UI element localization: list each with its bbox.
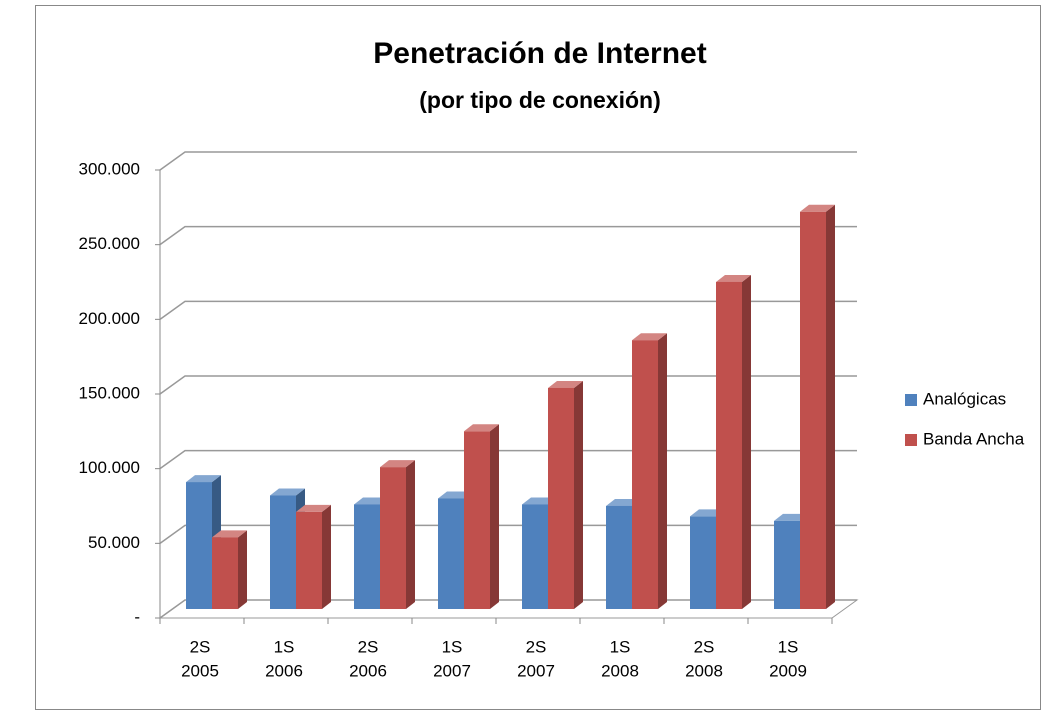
legend-swatch	[905, 434, 917, 446]
x-tick-label: 1S	[610, 637, 631, 656]
bar-top	[186, 475, 221, 483]
bar	[522, 504, 548, 609]
bar-top	[270, 488, 305, 496]
bar	[632, 340, 658, 609]
bar	[212, 537, 238, 609]
y-tick-label: 100.000	[79, 458, 140, 477]
x-tick-label: 2005	[181, 661, 219, 680]
bar-top	[632, 333, 667, 341]
bar	[716, 281, 742, 609]
bar-side	[742, 274, 751, 609]
bar-top	[212, 530, 247, 538]
x-tick-label: 2008	[601, 661, 639, 680]
bar-side	[658, 333, 667, 609]
x-tick-label: 2006	[349, 661, 387, 680]
bar	[380, 467, 406, 609]
bar	[606, 505, 632, 609]
x-tick-label: 2009	[769, 661, 807, 680]
bar	[464, 431, 490, 609]
bar-top	[464, 424, 499, 432]
legend-swatch	[905, 394, 917, 406]
bar	[354, 504, 380, 609]
x-tick-label: 2S	[526, 637, 547, 656]
grid-line	[159, 151, 857, 171]
x-tick-label: 2S	[190, 637, 211, 656]
chart-title: Penetración de Internet	[373, 37, 706, 70]
x-tick-label: 2007	[517, 661, 555, 680]
y-tick-label: 50.000	[88, 533, 140, 552]
bar	[438, 498, 464, 609]
grid-line	[159, 300, 857, 320]
bar	[548, 387, 574, 609]
bar-side	[574, 380, 583, 609]
x-tick-label: 2006	[265, 661, 303, 680]
x-tick-label: 1S	[778, 637, 799, 656]
bar	[296, 511, 322, 609]
bar-top	[716, 274, 751, 282]
y-tick-label: -	[134, 607, 140, 626]
bar	[690, 516, 716, 609]
bar	[800, 211, 826, 610]
y-tick-label: 200.000	[79, 309, 140, 328]
chart-subtitle: (por tipo de conexión)	[419, 87, 661, 113]
bar-top	[800, 204, 835, 212]
bar	[774, 520, 800, 609]
x-tick-label: 1S	[274, 637, 295, 656]
y-tick-label: 300.000	[79, 159, 140, 178]
bar-side	[490, 424, 499, 609]
bar-top	[548, 380, 583, 388]
legend-label: Analógicas	[923, 389, 1006, 408]
y-tick-label: 250.000	[79, 234, 140, 253]
bar-side	[322, 504, 331, 609]
y-tick-label: 150.000	[79, 383, 140, 402]
bar	[186, 482, 212, 609]
legend-label: Banda Ancha	[923, 429, 1025, 448]
x-tick-label: 1S	[442, 637, 463, 656]
x-tick-label: 2S	[358, 637, 379, 656]
bar-side	[238, 530, 247, 609]
bar	[270, 495, 296, 609]
x-tick-label: 2S	[694, 637, 715, 656]
bar-top	[296, 504, 331, 512]
bar-top	[380, 460, 415, 468]
grid-line	[159, 225, 857, 246]
bar-side	[406, 460, 415, 609]
bar-side	[826, 204, 835, 610]
x-tick-label: 2007	[433, 661, 471, 680]
x-tick-label: 2008	[685, 661, 723, 680]
